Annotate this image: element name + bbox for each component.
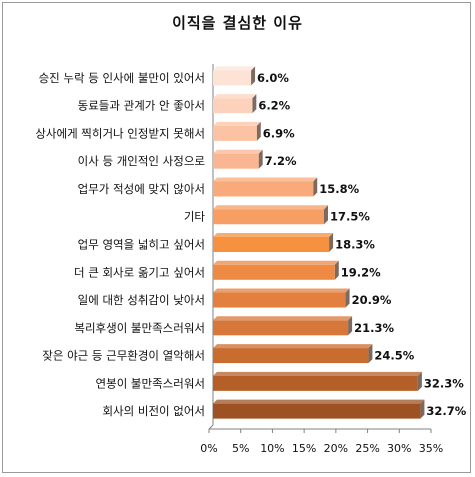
- bar: [213, 98, 253, 114]
- value-label: 21.3%: [354, 321, 394, 335]
- bar-top: [213, 121, 261, 126]
- bar: [213, 348, 369, 364]
- bar: [213, 209, 324, 225]
- value-label: 17.5%: [330, 210, 370, 224]
- value-label: 32.7%: [426, 404, 466, 418]
- value-label: 32.3%: [424, 376, 464, 390]
- category-label: 업무가 적성에 맞지 않아서: [78, 182, 205, 196]
- x-tick-labels: 0% 5% 10% 15% 20% 25% 30% 35%: [200, 429, 443, 455]
- bar-side: [256, 121, 261, 141]
- value-label: 7.2%: [265, 154, 297, 168]
- bar-side: [313, 177, 318, 197]
- bar-side: [251, 66, 256, 86]
- bar-top: [213, 94, 257, 99]
- value-labels: 6.0% 6.2% 6.9% 7.2% 15.8% 17.5% 18.3% 19.2% 20.9…: [257, 71, 467, 418]
- bar-top: [213, 399, 425, 404]
- category-label: 회사의 비전이 없어서: [102, 404, 205, 418]
- category-label: 연봉이 불만족스러워서: [96, 376, 205, 390]
- value-label: 20.9%: [352, 293, 392, 307]
- bar-top: [213, 149, 263, 154]
- bar-side: [417, 371, 422, 391]
- category-label: 업무 영역을 넓히고 싶어서: [78, 238, 205, 252]
- bar: [213, 320, 349, 336]
- bar-top: [213, 316, 353, 321]
- bar-top: [213, 260, 339, 265]
- bar: [213, 153, 259, 169]
- bar: [213, 264, 335, 280]
- chart-title: 이직을 결심한 이유: [172, 14, 303, 32]
- bar: [213, 70, 252, 86]
- bar-side: [368, 344, 373, 364]
- bar-top: [213, 205, 328, 210]
- category-label: 동료들과 관계가 안 좋아서: [78, 99, 205, 113]
- bar-side: [348, 316, 353, 336]
- category-label: 기타: [184, 210, 206, 224]
- category-label: 더 큰 회사로 옮기고 싶어서: [74, 265, 205, 279]
- bar-side: [324, 205, 328, 225]
- bar-top: [213, 344, 373, 349]
- bar: [213, 125, 257, 141]
- bar: [213, 375, 418, 391]
- x-tick-label: 25%: [355, 442, 379, 455]
- category-label: 이사 등 개인적인 사정으로: [78, 154, 205, 168]
- x-tick-label: 30%: [387, 442, 411, 455]
- bar-top: [213, 66, 256, 71]
- value-label: 24.5%: [374, 349, 414, 363]
- value-label: 6.0%: [257, 71, 289, 85]
- bar: [213, 292, 346, 308]
- value-label: 15.8%: [319, 182, 359, 196]
- bar-side: [329, 233, 334, 252]
- category-label: 상사에게 찍히거나 인정받지 못해서: [35, 126, 205, 140]
- x-tick-label: 20%: [324, 442, 348, 455]
- bar: [213, 181, 314, 197]
- bar-top: [213, 371, 422, 376]
- value-label: 6.9%: [263, 126, 295, 140]
- bar: [213, 403, 421, 419]
- bar-series: [213, 66, 425, 419]
- category-label: 승진 누락 등 인사에 불만이 있어서: [39, 71, 205, 85]
- bar-side: [334, 260, 339, 280]
- bar-top: [213, 288, 350, 293]
- x-tick-label: 5%: [232, 442, 249, 455]
- category-label: 잦은 야근 등 근무환경이 열악해서: [42, 349, 205, 363]
- bar: [213, 237, 330, 252]
- x-tick-label: 15%: [292, 442, 316, 455]
- value-label: 6.2%: [258, 99, 290, 113]
- bar-top: [213, 233, 334, 237]
- x-tick-label: 35%: [419, 442, 443, 455]
- bar-side: [252, 94, 257, 114]
- bar-top: [213, 177, 318, 182]
- x-tick-label: 0%: [200, 442, 217, 455]
- value-label: 18.3%: [335, 238, 375, 252]
- value-label: 19.2%: [341, 265, 381, 279]
- axis-corner-line: [208, 424, 214, 430]
- category-label: 복리후생이 불만족스러워서: [74, 321, 205, 335]
- bar-side: [345, 288, 350, 308]
- bar-side: [420, 399, 425, 419]
- category-label: 일에 대한 성취감이 낮아서: [78, 293, 205, 307]
- x-tick-label: 10%: [260, 442, 284, 455]
- bar-side: [258, 149, 263, 169]
